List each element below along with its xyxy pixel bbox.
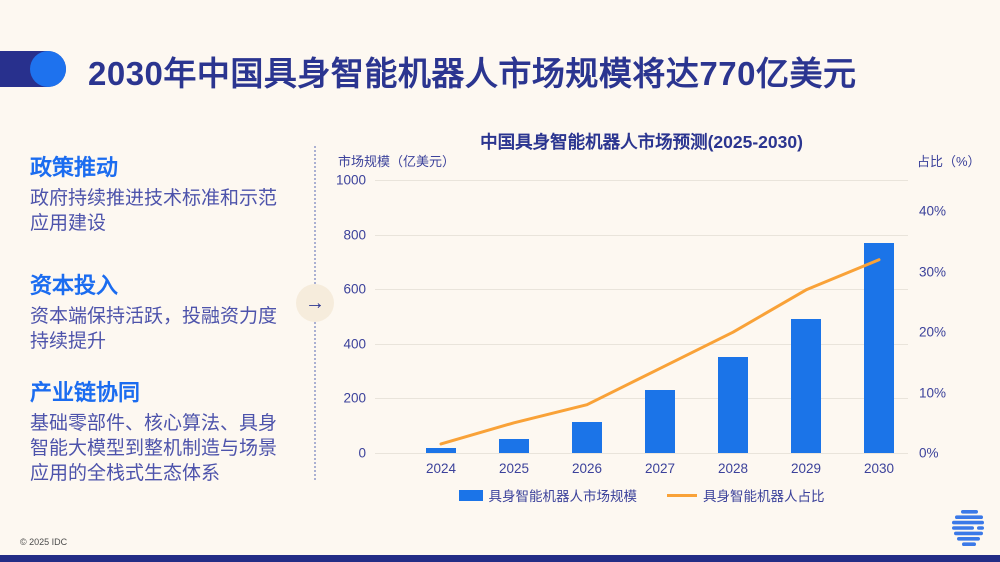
legend-label: 具身智能机器人市场规模	[488, 489, 638, 504]
section-body: 基础零部件、核心算法、具身 智能大模型到整机制造与场景 应用的全栈式生态体系	[30, 413, 278, 485]
arrow-badge: →	[296, 284, 334, 322]
x-axis-tick-label: 2029	[790, 461, 822, 476]
right-axis-unit-label: 占比（%）	[917, 154, 981, 169]
page-title: 2030年中国具身智能机器人市场规模将达770亿美元	[88, 55, 857, 92]
right-axis-tick-label: 0%	[919, 445, 939, 461]
market-size-bar	[864, 242, 894, 453]
chart-title: 中国具身智能机器人市场预测(2025-2030)	[480, 132, 803, 152]
right-axis-tick-label: 10%	[919, 385, 947, 401]
left-axis-tick-label: 200	[343, 390, 366, 406]
gridline	[375, 234, 908, 236]
copyright-text: © 2025 IDC	[20, 537, 68, 547]
share-line	[439, 258, 881, 446]
sidebar-section-capital: 资本投入 资本端保持活跃，投融资力度 持续提升	[30, 268, 306, 354]
left-axis-tick-label: 800	[343, 227, 366, 243]
gridline	[375, 453, 908, 454]
share-line-series	[439, 258, 881, 446]
left-axis-tick-label: 1000	[335, 172, 366, 188]
x-axis-tick-label: 2024	[425, 461, 457, 476]
legend-line-swatch-icon	[667, 493, 697, 497]
market-size-bar	[718, 357, 748, 453]
section-body: 资本端保持活跃，投融资力度 持续提升	[30, 306, 278, 353]
market-size-bar	[499, 439, 529, 453]
right-axis-tick-label: 30%	[919, 264, 947, 280]
right-axis-tick-label: 20%	[919, 324, 947, 340]
right-axis-tick-label: 40%	[919, 203, 947, 219]
left-axis-unit-label: 市场规模（亿美元）	[338, 154, 456, 169]
x-axis-tick-label: 2027	[644, 461, 676, 476]
footer-accent-bar	[0, 555, 1000, 562]
x-axis-tick-label: 2030	[863, 461, 895, 476]
sidebar-section-policy: 政策推动 政府持续推进技术标准和示范 应用建设	[30, 150, 306, 236]
section-heading: 产业链协同	[30, 380, 141, 405]
x-axis-tick-label: 2025	[498, 461, 530, 476]
gridline	[375, 398, 908, 400]
idc-globe-logo-icon	[952, 510, 984, 546]
legend-item: 具身智能机器人市场规模	[458, 485, 638, 505]
gridline	[375, 289, 908, 291]
gridline	[375, 180, 908, 181]
chart-legend: 具身智能机器人市场规模 具身智能机器人占比	[375, 485, 908, 505]
plot-area: 0 200 400 600 800 1000 0% 10% 20% 30% 40% 2024 2025 2…	[336, 173, 946, 477]
left-axis-tick-label: 400	[343, 336, 366, 352]
right-arrow-icon: →	[305, 292, 325, 314]
section-heading: 资本投入	[30, 273, 119, 298]
section-body: 政府持续推进技术标准和示范 应用建设	[30, 188, 278, 235]
market-size-bar	[791, 319, 821, 453]
legend-label: 具身智能机器人占比	[703, 489, 825, 504]
left-axis-tick-label: 0	[358, 445, 366, 461]
section-heading: 政策推动	[30, 155, 119, 180]
legend-item: 具身智能机器人占比	[667, 485, 825, 505]
market-size-bar	[426, 447, 456, 453]
title-accent-pill	[0, 51, 66, 87]
x-axis-tick-label: 2026	[571, 461, 603, 476]
title-accent-dot-icon	[30, 51, 66, 87]
x-axis-tick-label: 2028	[717, 461, 749, 476]
sidebar-section-industry-chain: 产业链协同 基础零部件、核心算法、具身 智能大模型到整机制造与场景 应用的全栈式…	[30, 375, 306, 486]
gridline	[375, 343, 908, 345]
market-size-bar	[572, 421, 602, 453]
legend-bar-swatch-icon	[458, 489, 483, 501]
left-axis-tick-label: 600	[343, 281, 366, 297]
market-size-bar	[645, 390, 675, 453]
